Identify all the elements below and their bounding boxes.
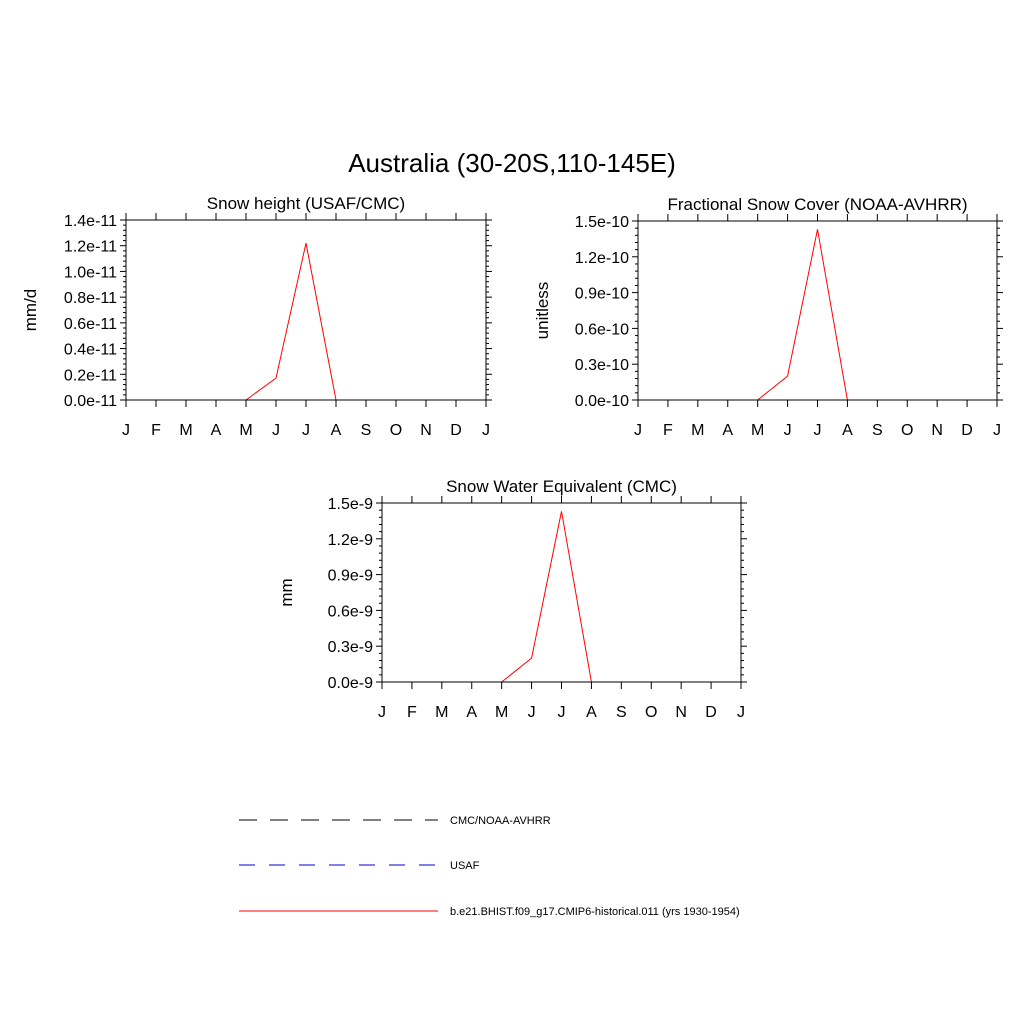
x-tick-label: O <box>645 704 657 721</box>
x-tick-label: A <box>722 422 733 439</box>
x-tick-label: O <box>901 422 913 439</box>
y-tick-label: 1.5e-9 <box>328 496 373 513</box>
x-tick-label: N <box>420 422 432 439</box>
panel-title: Fractional Snow Cover (NOAA-AVHRR) <box>667 195 967 214</box>
plot-frame <box>637 220 998 401</box>
y-axis-label: unitless <box>533 282 552 340</box>
panel-title: Snow Water Equivalent (CMC) <box>446 477 677 496</box>
x-tick-label: D <box>705 704 717 721</box>
figure-title: Australia (30-20S,110-145E) <box>348 148 676 178</box>
x-tick-label: M <box>751 422 764 439</box>
snow-height-chart: Snow height (USAF/CMC) mm/d 0.0e-11 0.2e-11… <box>21 194 492 439</box>
y-tick-label: 0.4e-11 <box>64 342 117 359</box>
x-tick-label: A <box>211 422 222 439</box>
x-tick-label: F <box>663 422 673 439</box>
x-tick-label: J <box>993 422 1001 439</box>
y-tick-label: 0.9e-10 <box>575 286 629 303</box>
x-tick-label: J <box>122 422 130 439</box>
series-line <box>126 243 486 401</box>
x-tick-label: J <box>272 422 280 439</box>
y-axis-label: mm <box>277 578 296 606</box>
x-tick-label: J <box>737 704 745 721</box>
x-tick-label: M <box>691 422 704 439</box>
x-tick-label: S <box>872 422 883 439</box>
plot-frame <box>381 502 742 683</box>
x-tick-label: N <box>931 422 943 439</box>
plot-frame <box>125 219 487 401</box>
x-tick-label: M <box>435 704 448 721</box>
x-tick-label: M <box>179 422 192 439</box>
panel-title: Snow height (USAF/CMC) <box>207 194 405 213</box>
y-tick-label: 0.6e-9 <box>328 603 373 620</box>
x-tick-label: J <box>558 704 566 721</box>
x-tick-label: D <box>450 422 462 439</box>
y-tick-label: 1.2e-10 <box>575 250 629 267</box>
x-tick-label: S <box>616 704 627 721</box>
x-tick-label: N <box>675 704 687 721</box>
x-tick-label: A <box>466 704 477 721</box>
series-line <box>382 511 741 683</box>
y-tick-label: 0.0e-9 <box>328 675 373 692</box>
y-tick-label: 1.4e-11 <box>64 213 117 230</box>
y-tick-label: 0.2e-11 <box>64 367 117 384</box>
y-tick-label: 0.9e-9 <box>328 568 373 585</box>
legend-label: b.e21.BHIST.f09_g17.CMIP6-historical.011… <box>450 906 740 918</box>
y-tick-label: 0.3e-9 <box>328 639 373 656</box>
x-tick-label: J <box>784 422 792 439</box>
y-tick-label: 1.0e-11 <box>64 264 117 281</box>
y-tick-label: 1.2e-11 <box>64 239 117 256</box>
x-tick-label: M <box>239 422 252 439</box>
y-tick-label: 0.3e-10 <box>575 357 629 374</box>
y-axis-label: mm/d <box>21 289 40 332</box>
x-tick-label: A <box>842 422 853 439</box>
y-tick-label: 0.0e-10 <box>575 393 629 410</box>
x-tick-label: J <box>482 422 490 439</box>
x-tick-label: A <box>331 422 342 439</box>
x-tick-label: J <box>528 704 536 721</box>
snow-water-equivalent-chart: Snow Water Equivalent (CMC) mm 0.0e-9 0.3e-… <box>277 477 747 721</box>
x-tick-label: M <box>495 704 508 721</box>
x-tick-label: A <box>586 704 597 721</box>
y-tick-label: 0.6e-10 <box>575 321 629 338</box>
legend-label: CMC/NOAA-AVHRR <box>450 815 551 827</box>
y-tick-label: 1.2e-9 <box>328 532 373 549</box>
fractional-snow-cover-chart: Fractional Snow Cover (NOAA-AVHRR) unitle… <box>533 195 1003 439</box>
y-tick-label: 0.0e-11 <box>64 393 117 410</box>
x-tick-label: J <box>302 422 310 439</box>
x-tick-label: F <box>151 422 161 439</box>
x-tick-label: D <box>961 422 973 439</box>
y-tick-label: 1.5e-10 <box>575 214 629 231</box>
x-tick-label: J <box>378 704 386 721</box>
y-tick-label: 0.8e-11 <box>64 290 117 307</box>
x-tick-label: J <box>634 422 642 439</box>
x-tick-label: J <box>814 422 822 439</box>
x-tick-label: S <box>361 422 372 439</box>
legend-label: USAF <box>450 860 480 872</box>
x-tick-label: F <box>407 704 417 721</box>
series-line <box>638 229 997 401</box>
x-tick-label: O <box>390 422 402 439</box>
y-tick-label: 0.6e-11 <box>64 316 117 333</box>
legend: CMC/NOAA-AVHRR USAF b.e21.BHIST.f09_g17.CM… <box>239 815 740 918</box>
